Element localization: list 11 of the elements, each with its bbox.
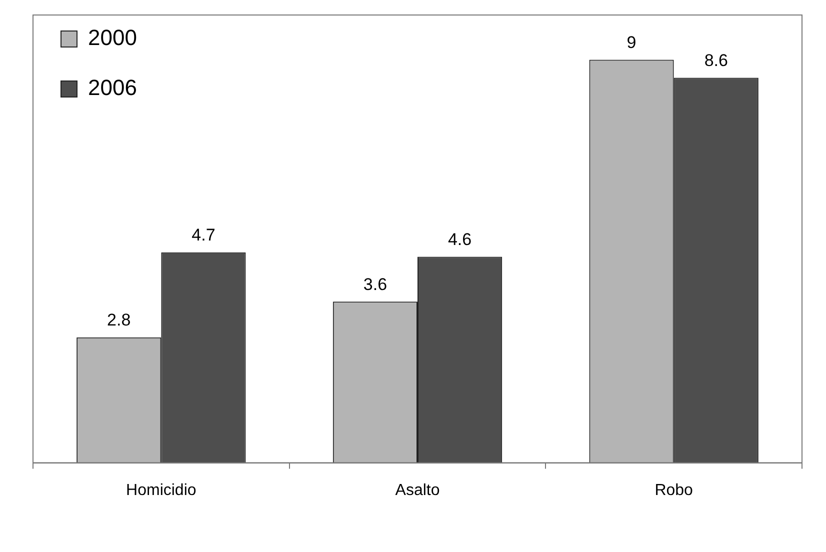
data-label: 3.6	[363, 274, 388, 294]
data-label: 8.6	[704, 50, 728, 70]
x-tick-label: Homicidio	[126, 482, 196, 499]
data-label: 9	[626, 32, 636, 52]
legend-label: 2006	[88, 75, 137, 100]
data-label: 4.6	[448, 230, 472, 249]
x-tick-label: Robo	[654, 482, 694, 499]
x-tick-label: Asalto	[395, 482, 440, 499]
data-label: 4.7	[192, 226, 216, 245]
legend-label: 2000	[88, 25, 137, 50]
data-label: 2.8	[107, 310, 131, 330]
